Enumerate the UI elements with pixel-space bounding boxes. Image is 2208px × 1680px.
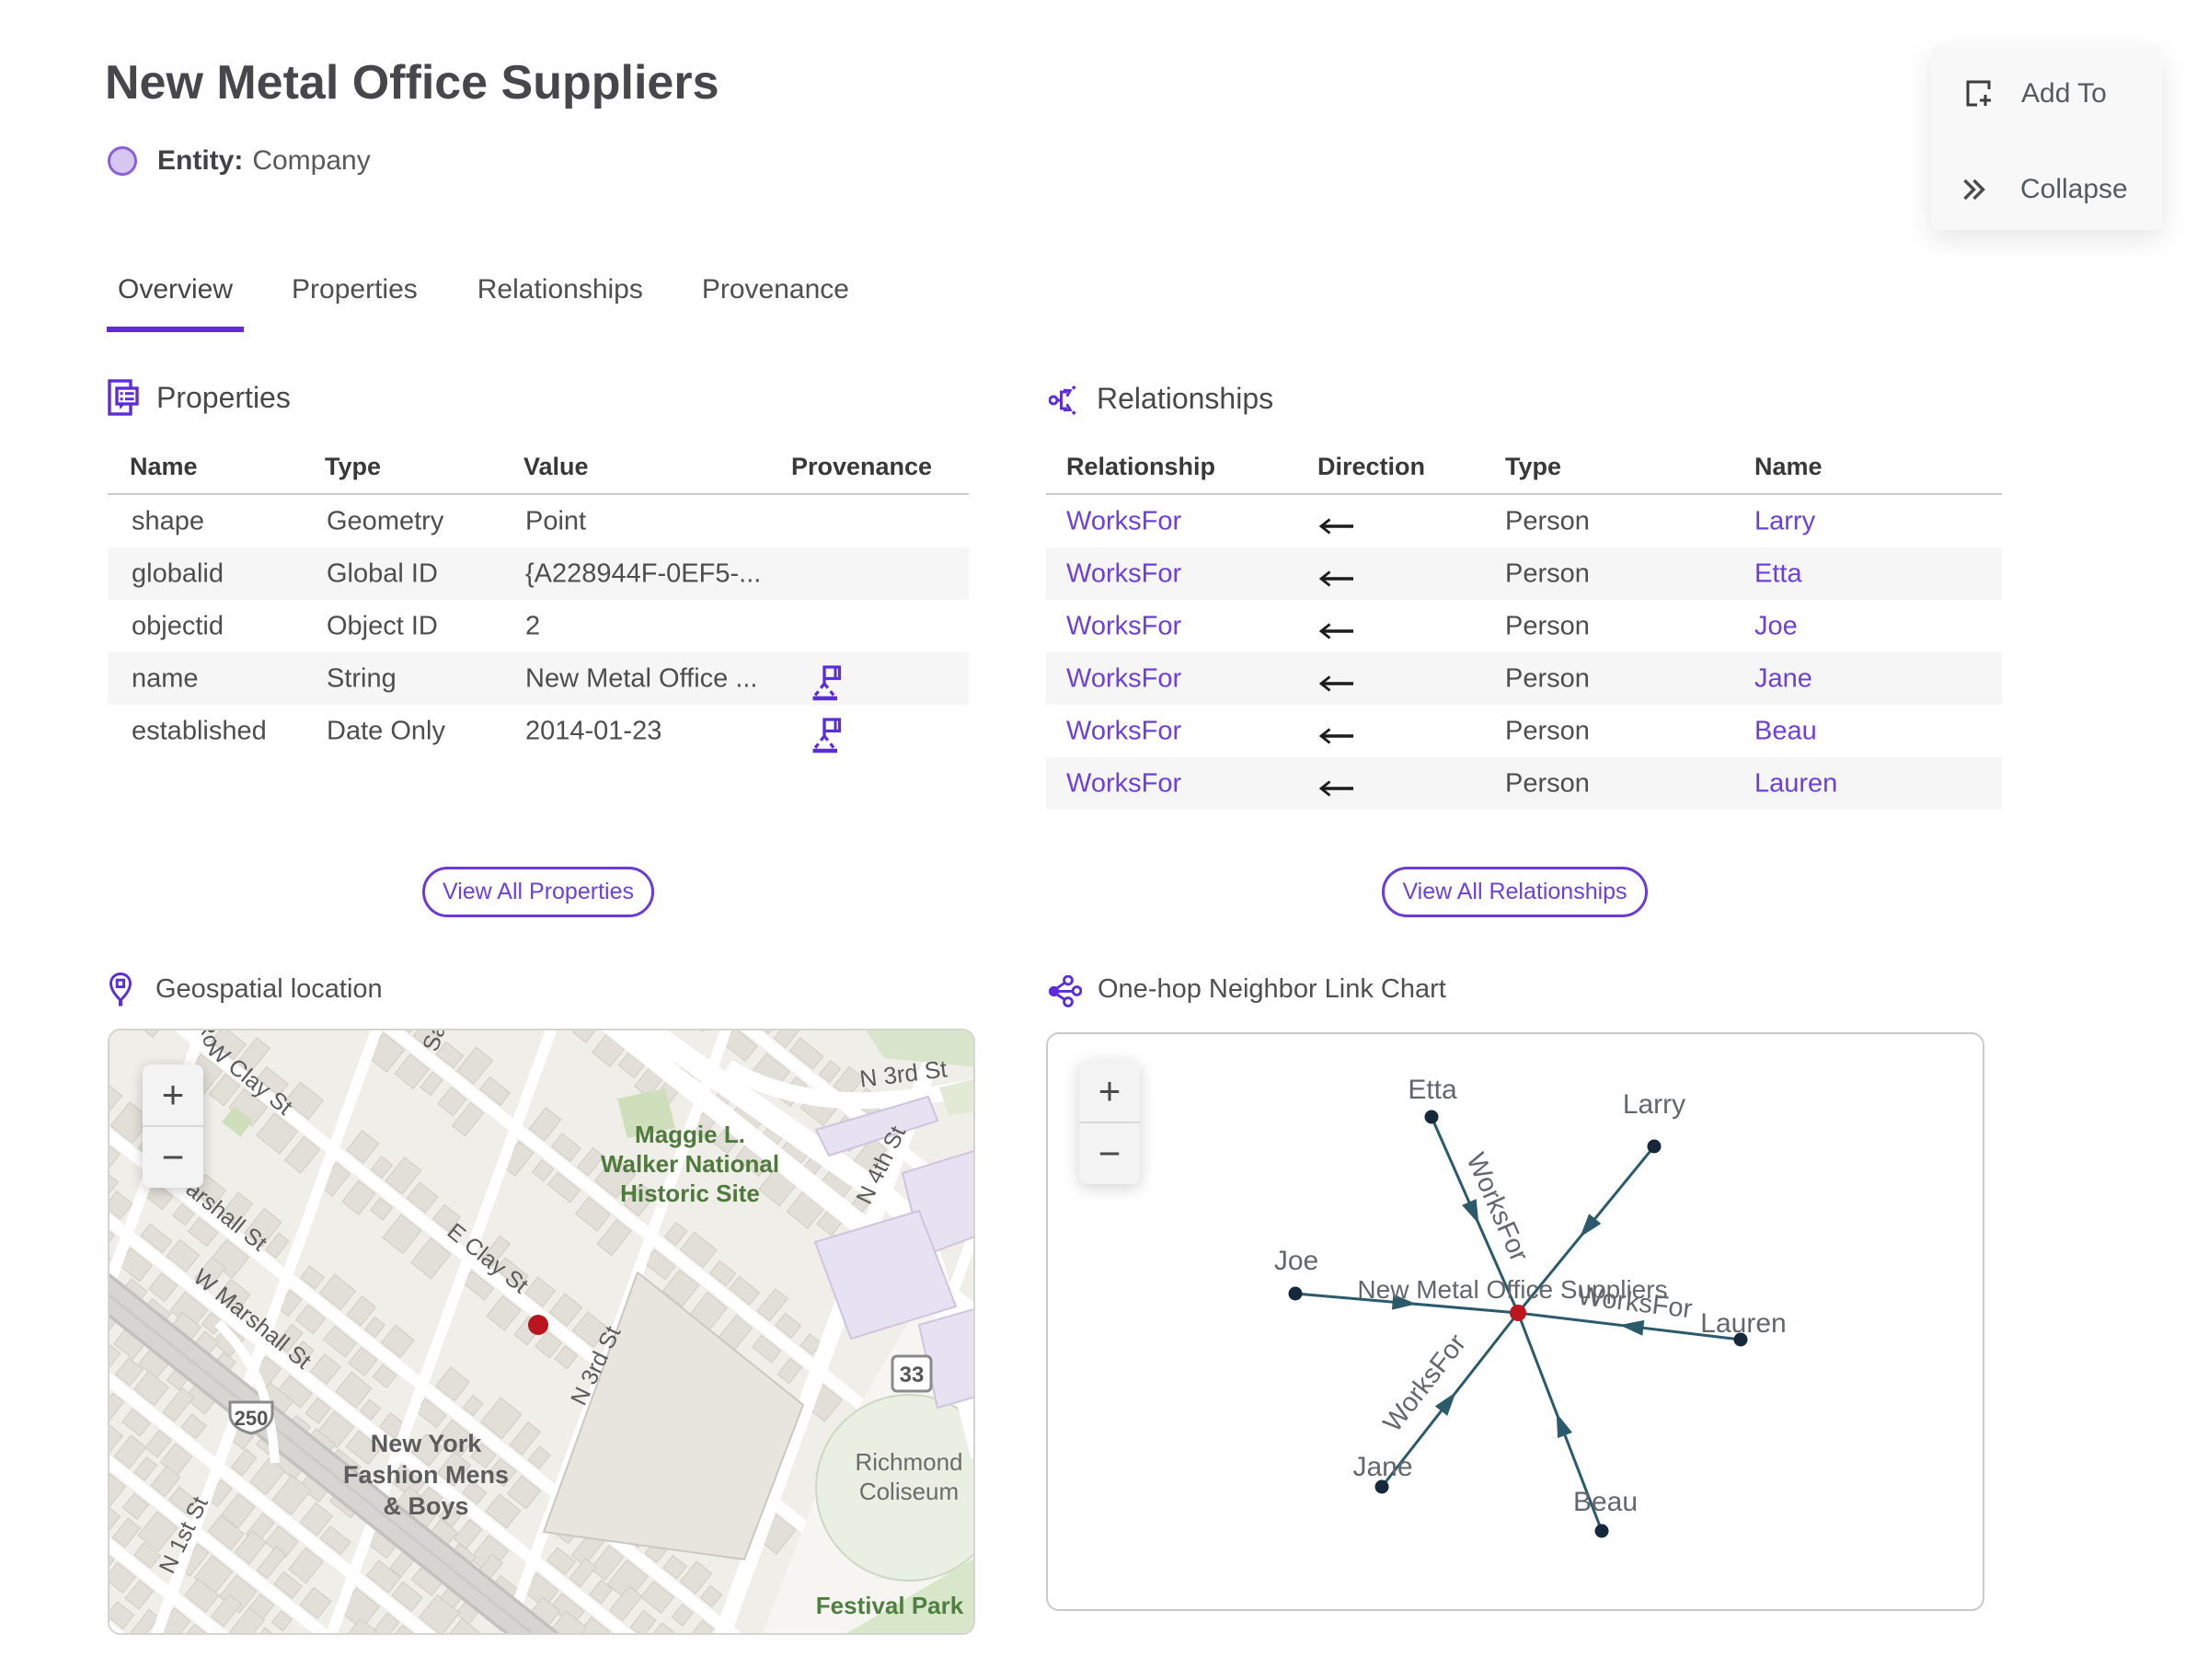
svg-text:33: 33 xyxy=(900,1363,925,1387)
svg-text:Historic Site: Historic Site xyxy=(620,1179,760,1207)
svg-text:Coliseum: Coliseum xyxy=(859,1478,959,1505)
svg-text:Larry: Larry xyxy=(1623,1089,1685,1120)
svg-text:Jane: Jane xyxy=(1352,1452,1412,1482)
svg-text:Beau: Beau xyxy=(1573,1487,1638,1517)
svg-text:& Boys: & Boys xyxy=(383,1492,468,1520)
svg-text:Fashion Mens: Fashion Mens xyxy=(343,1461,509,1489)
svg-text:Richmond: Richmond xyxy=(855,1448,962,1476)
svg-text:Walker National: Walker National xyxy=(601,1150,779,1178)
svg-text:WorksFor: WorksFor xyxy=(1576,1282,1694,1325)
svg-text:WorksFor: WorksFor xyxy=(1378,1329,1473,1438)
svg-text:New Metal Office Suppliers: New Metal Office Suppliers xyxy=(1357,1275,1667,1304)
svg-text:Lauren: Lauren xyxy=(1700,1308,1786,1339)
svg-text:Joe: Joe xyxy=(1274,1246,1318,1276)
svg-text:Maggie L.: Maggie L. xyxy=(635,1121,745,1148)
svg-text:New York: New York xyxy=(371,1430,483,1457)
svg-text:Festival Park: Festival Park xyxy=(816,1592,964,1619)
svg-text:250: 250 xyxy=(235,1407,269,1430)
svg-text:Etta: Etta xyxy=(1408,1075,1457,1105)
